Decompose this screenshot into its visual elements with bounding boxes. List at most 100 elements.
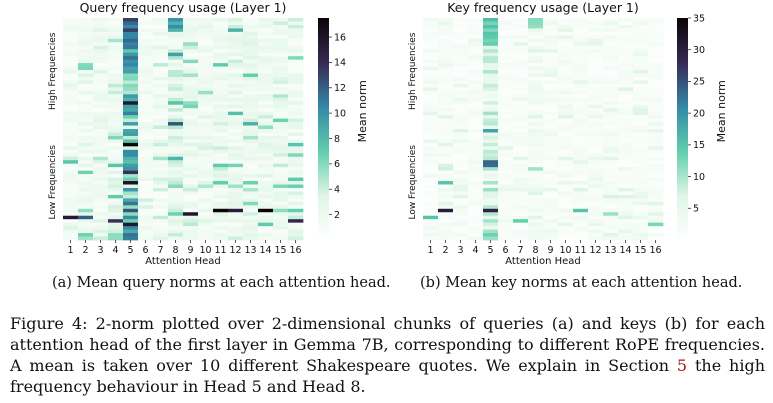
heatmap-cell (198, 174, 214, 178)
heatmap-cell (468, 139, 484, 144)
heatmap-cell (273, 198, 289, 203)
caption-b: (b) Mean key norms at each attention hea… (420, 275, 743, 291)
heatmap-cell (168, 59, 184, 64)
heatmap-cell (198, 153, 214, 158)
heatmap-cell (543, 35, 559, 40)
heatmap-cell (573, 104, 589, 109)
heatmap-cell (198, 222, 214, 227)
heatmap-cell (183, 160, 199, 165)
heatmap-cell (153, 18, 169, 22)
heatmap-cell (633, 184, 649, 189)
heatmap-cell (123, 125, 139, 130)
heatmap-cell (153, 201, 169, 206)
heatmap-cell (543, 80, 559, 85)
heatmap-cell (618, 215, 634, 220)
heatmap-cell (648, 56, 664, 60)
heatmap-cell (453, 177, 469, 182)
heatmap-cell (558, 21, 574, 26)
heatmap-cell (213, 24, 229, 29)
heatmap-cell (483, 118, 499, 123)
heatmap-cell (153, 142, 169, 147)
heatmap-cell (93, 198, 109, 203)
heatmap-cell (633, 163, 649, 168)
heatmap-cell (108, 97, 124, 102)
heatmap-cell (198, 142, 214, 147)
heatmap-cell (528, 90, 544, 95)
heatmap-cell (603, 28, 619, 33)
heatmap-cell (228, 191, 244, 196)
heatmap-cell (93, 170, 109, 175)
heatmap-cell (168, 125, 184, 130)
heatmap-cell (468, 118, 484, 123)
heatmap-cell (573, 208, 589, 213)
heatmap-cell (543, 31, 559, 36)
heatmap-cell (153, 66, 169, 71)
heatmap-cell (543, 212, 559, 217)
heatmap-cell (183, 35, 199, 40)
heatmap-cell (153, 156, 169, 161)
heatmap-cell (558, 205, 574, 210)
heatmap-cell (528, 76, 544, 81)
heatmap-cell (483, 31, 499, 36)
heatmap-cell (468, 28, 484, 33)
x-tick-label: 3 (457, 245, 463, 256)
heatmap-cell (288, 129, 304, 133)
heatmap-cell (438, 163, 454, 168)
heatmap-cell (453, 83, 469, 88)
heatmap-cell (78, 111, 94, 116)
heatmap-cell (633, 56, 649, 60)
heatmap-cell (123, 90, 139, 95)
heatmap-cell (603, 108, 619, 113)
heatmap-cell (423, 125, 439, 130)
heatmap-cell (198, 18, 214, 22)
heatmap-cell (153, 163, 169, 168)
heatmap-cell (153, 118, 169, 123)
heatmap-cell (213, 215, 229, 220)
heatmap-cell (138, 83, 154, 88)
heatmap-cell (588, 167, 604, 171)
heatmap-cell (138, 122, 154, 126)
heatmap-cell (288, 45, 304, 50)
heatmap-cell (528, 73, 544, 78)
heatmap-cell (573, 198, 589, 203)
heatmap-cell (483, 80, 499, 85)
heatmap-cell (438, 149, 454, 154)
heatmap-cell (453, 201, 469, 206)
heatmap-cell (423, 52, 439, 57)
heatmap-cell (603, 187, 619, 192)
heatmap-cell (183, 115, 199, 119)
heatmap-cell (213, 184, 229, 189)
heatmap-cell (633, 135, 649, 140)
heatmap-cell (213, 222, 229, 227)
heatmap-cell (648, 226, 664, 230)
heatmap-cell (558, 38, 574, 43)
heatmap-cell (93, 205, 109, 210)
heatmap-cell (468, 101, 484, 106)
heatmap-cell (483, 163, 499, 168)
heatmap-cell (153, 184, 169, 189)
heatmap-cell (543, 97, 559, 102)
heatmap-cell (183, 222, 199, 227)
heatmap-cell (93, 181, 109, 185)
colorbar-tick-label: 12 (334, 83, 346, 94)
heatmap-cell (483, 73, 499, 78)
heatmap-cell (258, 233, 274, 237)
heatmap-cell (288, 153, 304, 158)
heatmap-cell (603, 97, 619, 102)
section-reference-link[interactable]: 5 (676, 356, 688, 375)
heatmap-cell (168, 170, 184, 175)
heatmap-cell (153, 73, 169, 78)
heatmap-cell (648, 208, 664, 213)
heatmap-cell (63, 70, 79, 74)
heatmap-cell (168, 222, 184, 227)
heatmap-cell (198, 170, 214, 175)
heatmap-cell (558, 146, 574, 151)
heatmap-cell (468, 163, 484, 168)
heatmap-cell (168, 24, 184, 29)
heatmap-cell (618, 97, 634, 102)
heatmap-cell (483, 160, 499, 165)
heatmap-cell (213, 73, 229, 78)
heatmap-cell (168, 177, 184, 182)
heatmap-cell (513, 76, 529, 81)
